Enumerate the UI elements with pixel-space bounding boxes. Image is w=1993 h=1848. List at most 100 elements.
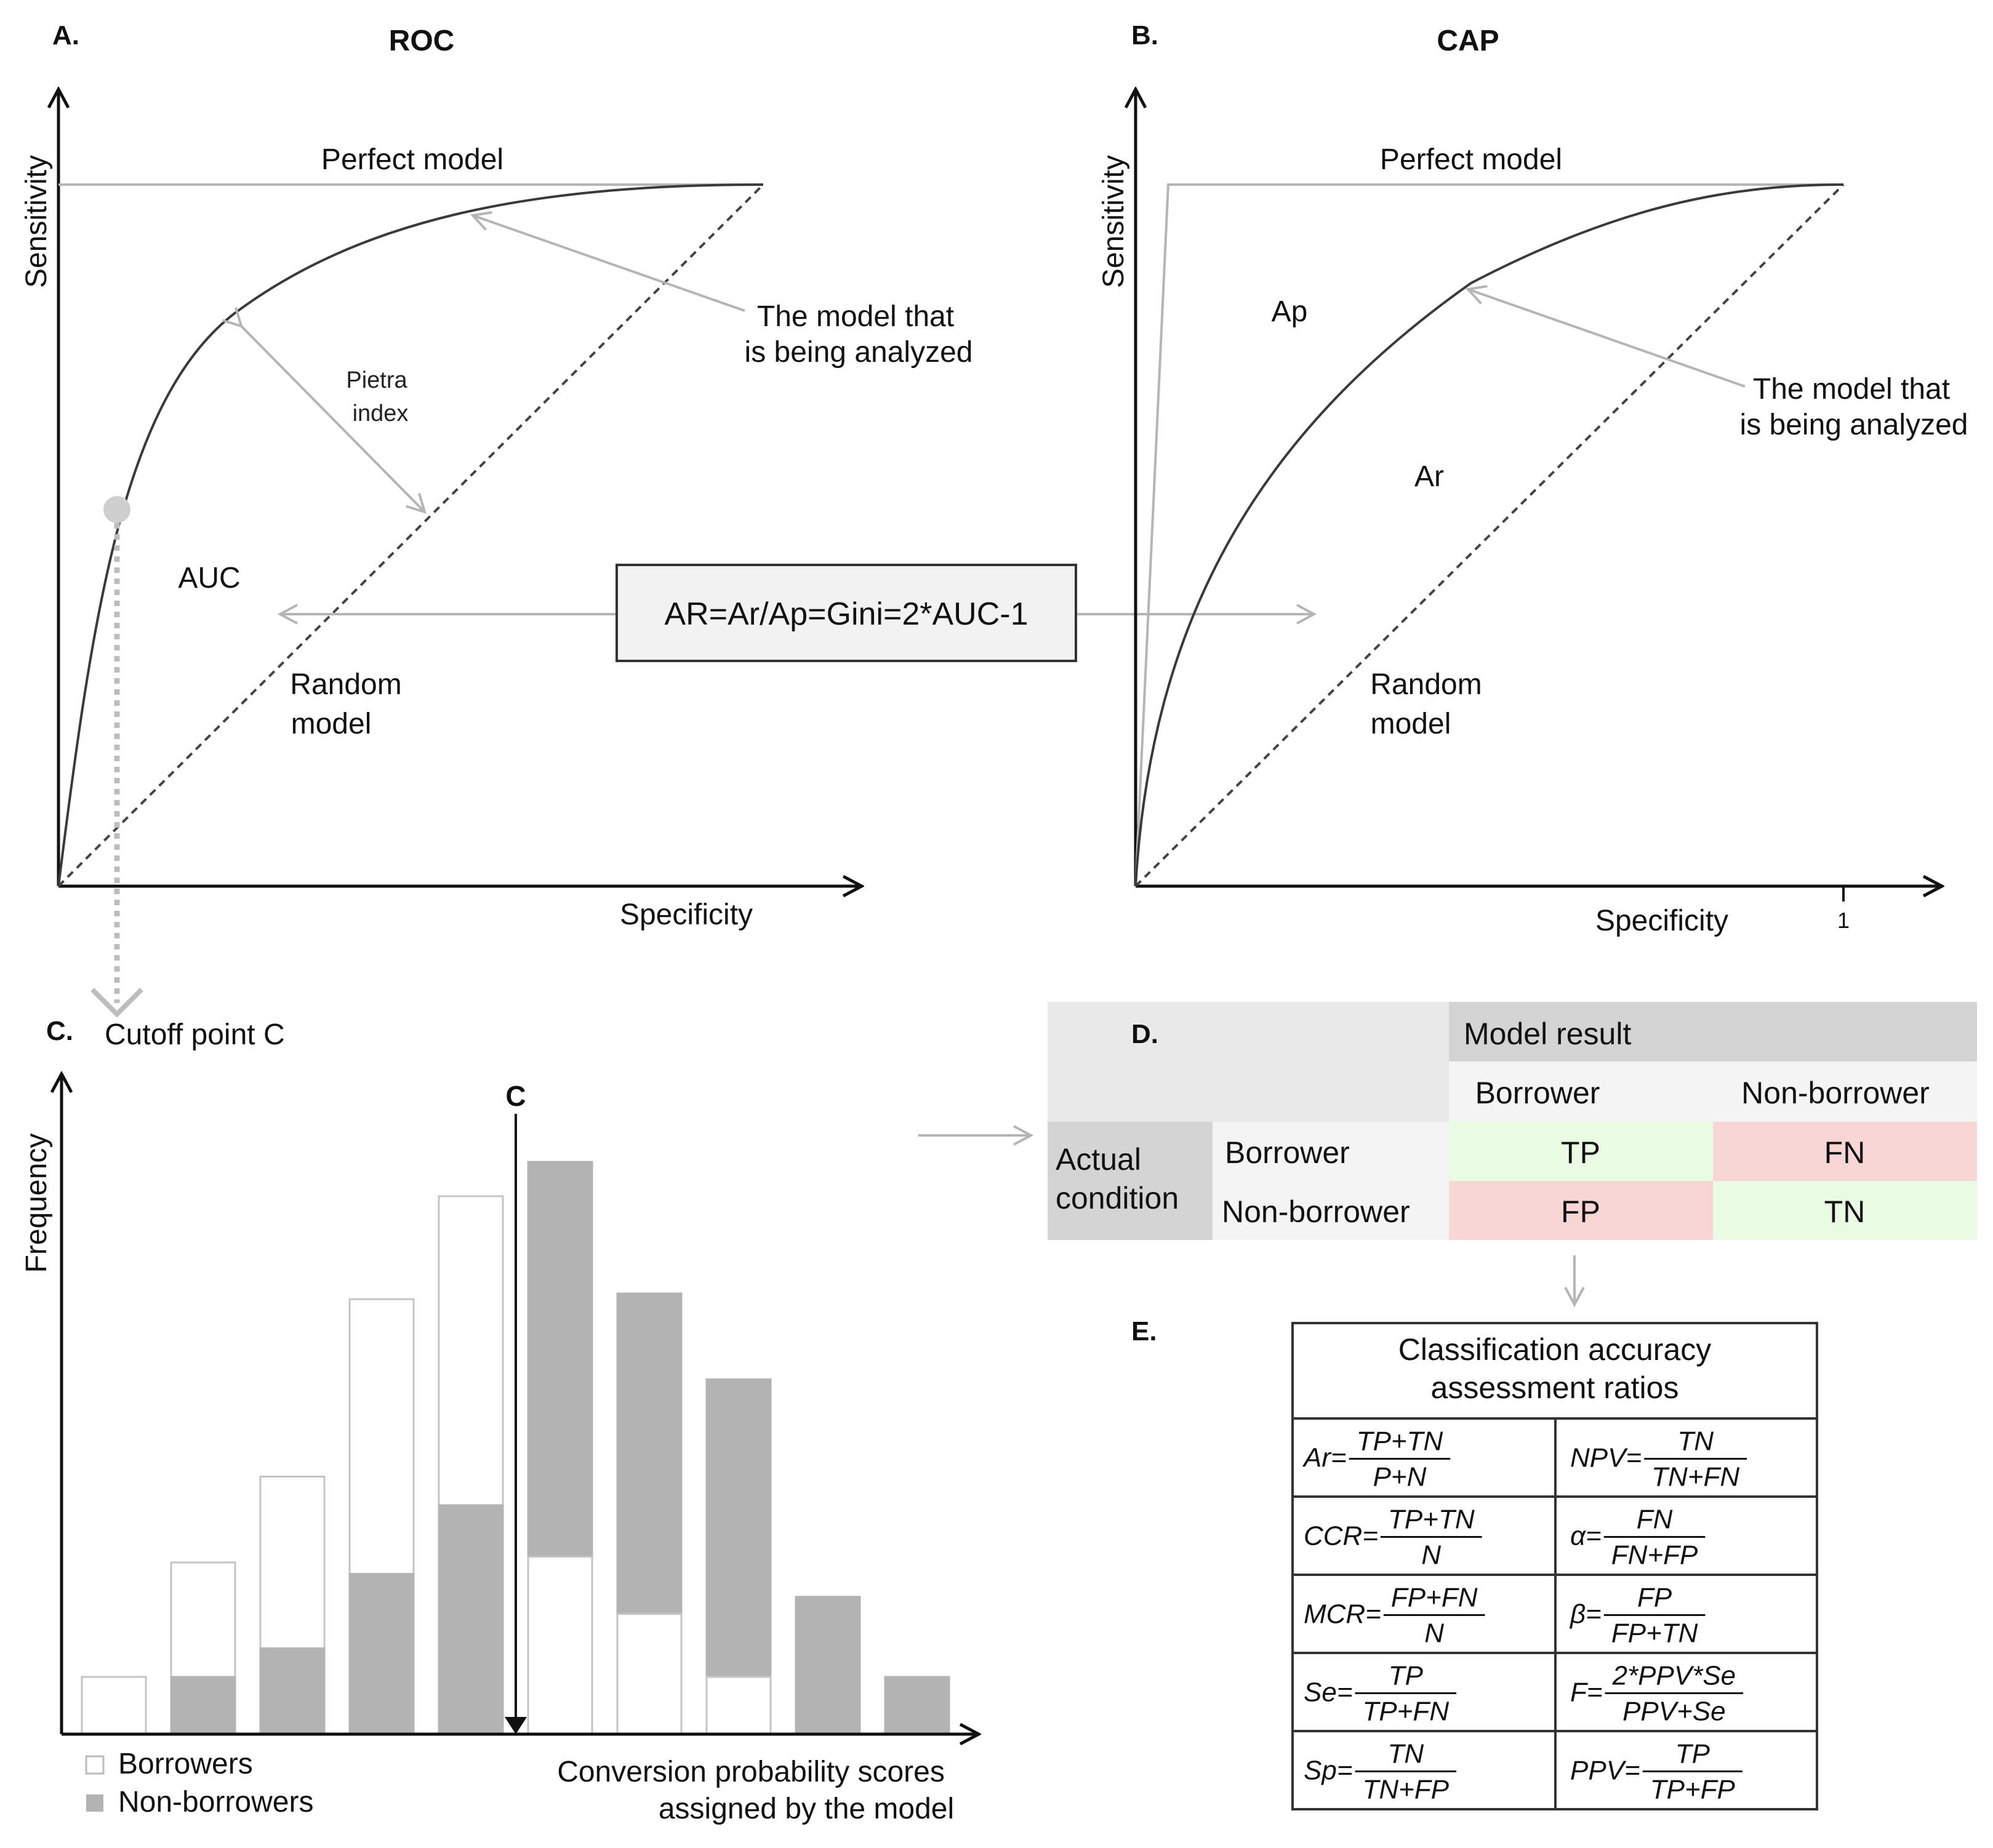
cutoff-marker-label: C: [505, 1080, 526, 1112]
formula-text: AR=Ar/Ap=Gini=2*AUC-1: [664, 596, 1028, 632]
ratio-numerator: TP: [1389, 1661, 1424, 1691]
panel-c-histogram: C. Cutoff point C Frequency C Conversion…: [20, 1016, 979, 1825]
cell-tn-label: TN: [1824, 1194, 1866, 1229]
roc-random-label-1: Random: [290, 668, 401, 701]
roc-x-axis-label: Specificity: [620, 898, 753, 931]
ratio-numerator: FP+FN: [1391, 1583, 1478, 1613]
ratio-numerator: 2*PPV*Se: [1612, 1661, 1736, 1691]
cell-fp: [1449, 1181, 1713, 1240]
ratio-name: Ar=: [1302, 1443, 1347, 1473]
row-borrower-header: Borrower: [1225, 1135, 1350, 1170]
ratio-denominator: FP+TN: [1611, 1618, 1698, 1649]
col-borrower-cell: [1449, 1062, 1713, 1122]
histogram-bar-6-bottom: [527, 1556, 593, 1735]
ratio-name: β=: [1569, 1599, 1602, 1630]
roc-cutoff-drop-arrowhead: [90, 988, 143, 1018]
ratio-5: MCR= FP+FN N: [1304, 1583, 1485, 1649]
histogram-bar-5-top: [438, 1195, 504, 1506]
panel-d-letter: D.: [1131, 1019, 1158, 1049]
histogram-bar-1-top: [81, 1676, 147, 1735]
roc-auc-label: AUC: [178, 562, 240, 594]
histogram-bar-8-bottom: [705, 1676, 772, 1735]
ratio-denominator: FN+FP: [1611, 1540, 1698, 1570]
histogram-bar-2-top: [170, 1561, 236, 1678]
panel-b-cap: B. CAP 1 Sensitivity Specificity Perfect…: [1097, 20, 1968, 937]
ratio-numerator: TN: [1677, 1426, 1714, 1457]
cap-y-axis-label: Sensitivity: [1097, 155, 1130, 288]
ratio-denominator: P+N: [1373, 1462, 1427, 1492]
cap-perfect-model-line: [1134, 183, 1843, 887]
histogram-bar-8-top: [705, 1378, 772, 1678]
col-borrower-header: Borrower: [1475, 1076, 1600, 1110]
cap-ap-label: Ap: [1272, 295, 1308, 328]
ratio-4: α= FN FN+FP: [1570, 1505, 1706, 1570]
ratio-6: β= FP FP+TN: [1569, 1583, 1706, 1649]
row-nonborrower-header: Non-borrower: [1222, 1194, 1410, 1229]
cap-random-label-1: Random: [1370, 668, 1482, 701]
ratio-name: Se=: [1304, 1678, 1353, 1708]
ratio-denominator: TP+FP: [1650, 1775, 1736, 1805]
cell-fn-label: FN: [1824, 1135, 1866, 1170]
histogram-bar-3-bottom: [259, 1647, 326, 1735]
cell-fp-label: FP: [1561, 1194, 1600, 1229]
cell-tp-label: TP: [1561, 1135, 1600, 1170]
ratio-10: PPV= TP TP+FP: [1570, 1739, 1742, 1805]
panel-a-letter: A.: [52, 20, 79, 50]
ratio-name: PPV=: [1570, 1756, 1640, 1786]
ratio-name: Sp=: [1304, 1756, 1353, 1786]
cap-analyzed-arrow: [1468, 289, 1746, 388]
col-nonborrower-cell: [1713, 1062, 1977, 1122]
ratios-grid: Ar= TP+TN P+N NPV= TN TN+FN CCR= TP+TN Nα= FN FN+F…: [1293, 1417, 1817, 1809]
panel-e-letter: E.: [1131, 1316, 1157, 1346]
ratio-name: NPV=: [1570, 1443, 1642, 1473]
table-top-left-blank: [1048, 1002, 1449, 1122]
cap-random-label-2: model: [1371, 708, 1451, 740]
roc-perfect-model-label: Perfect model: [321, 143, 503, 176]
ratio-name: F=: [1570, 1678, 1603, 1708]
roc-analyzed-label-2: is being analyzed: [745, 336, 973, 369]
ratio-numerator: TP: [1675, 1739, 1710, 1769]
histogram-bar-9-top: [795, 1596, 861, 1735]
cap-analyzed-label-2: is being analyzed: [1740, 409, 1968, 441]
ratio-name: CCR=: [1304, 1521, 1378, 1551]
legend-nonborrowers-swatch: [86, 1794, 103, 1812]
ratio-denominator: TN+FP: [1363, 1775, 1450, 1805]
histogram-bar-6-top: [527, 1161, 593, 1558]
ratio-2: NPV= TN TN+FN: [1570, 1426, 1747, 1492]
roc-pietra-double-arrow: [241, 326, 425, 512]
histogram-bar-5-bottom: [438, 1504, 504, 1735]
cell-tp: [1449, 1122, 1713, 1181]
panel-b-title: CAP: [1437, 25, 1499, 57]
ratio-denominator: TP+FN: [1363, 1697, 1450, 1727]
ratio-name: α=: [1570, 1521, 1602, 1551]
roc-random-label-2: model: [291, 708, 372, 740]
row-nonborrower-cell: [1213, 1181, 1449, 1240]
ratio-7: Se= TP TP+FN: [1304, 1661, 1457, 1727]
roc-pietra-label-1: Pietra: [346, 367, 407, 393]
ratio-denominator: N: [1424, 1618, 1444, 1649]
panel-c-cutoff-title: Cutoff point C: [105, 1018, 285, 1051]
histogram-bar-7-bottom: [616, 1613, 683, 1735]
cap-perfect-model-label: Perfect model: [1380, 143, 1562, 176]
formula-connector: AR=Ar/Ap=Gini=2*AUC-1: [280, 564, 1314, 662]
ratios-title-1: Classification accuracy: [1398, 1332, 1712, 1367]
roc-random-diagonal: [57, 183, 764, 887]
actual-condition-label-1: Actual: [1056, 1142, 1141, 1177]
histogram-bar-4-top: [348, 1298, 415, 1575]
panel-c-letter: C.: [46, 1016, 73, 1046]
cap-model-curve: [1134, 183, 1844, 887]
histogram-bar-3-top: [259, 1476, 326, 1649]
roc-analyzed-label-1: The model that: [757, 300, 954, 333]
cell-tn: [1713, 1181, 1977, 1240]
ratio-3: CCR= TP+TN N: [1304, 1505, 1482, 1570]
panel-b-letter: B.: [1131, 20, 1158, 50]
ratio-1: Ar= TP+TN P+N: [1302, 1426, 1451, 1492]
roc-y-axis-label: Sensitivity: [20, 155, 53, 288]
ratio-numerator: FN: [1637, 1505, 1673, 1535]
legend-nonborrowers-label: Non-borrowers: [118, 1786, 313, 1818]
cap-x-tick-one-label: 1: [1837, 908, 1850, 933]
ratio-name: MCR=: [1304, 1599, 1381, 1630]
legend-borrowers-label: Borrowers: [118, 1748, 253, 1780]
col-nonborrower-header: Non-borrower: [1741, 1076, 1930, 1110]
